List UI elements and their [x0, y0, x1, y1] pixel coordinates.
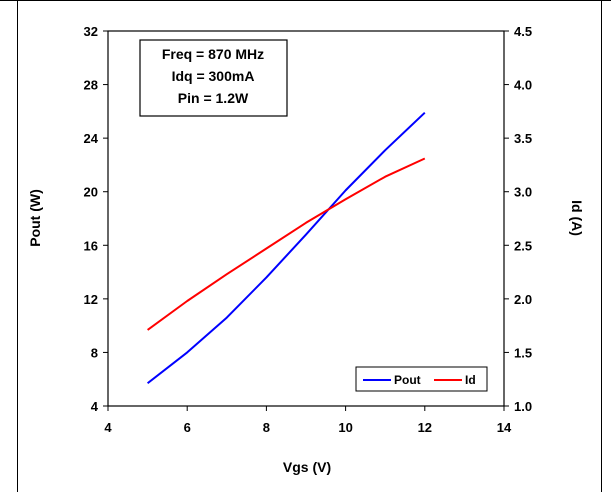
x-tick-label: 4 [104, 420, 112, 435]
frame-left-border [17, 1, 18, 492]
x-tick-label: 14 [497, 420, 512, 435]
legend: Pout Id [355, 366, 488, 392]
plot-frame [107, 30, 505, 407]
y2-tick-label: 4.5 [514, 24, 532, 39]
y-tick-label: 12 [84, 292, 98, 307]
y-tick-label: 32 [84, 24, 98, 39]
y-axis-ticks: 4 8 12 16 20 24 28 32 [84, 24, 108, 414]
y-tick-label: 24 [84, 131, 99, 146]
x-tick-label: 12 [418, 420, 432, 435]
y2-tick-label: 3.5 [514, 131, 532, 146]
annotation-frame [139, 39, 288, 117]
y2-tick-label: 1.5 [514, 345, 532, 360]
y2-tick-label: 3.0 [514, 185, 532, 200]
y-tick-label: 8 [91, 345, 98, 360]
frame-top-border [0, 0, 611, 1]
series-layer [146, 111, 426, 385]
x-axis-ticks: 4 6 8 10 12 14 [104, 406, 512, 435]
x-tick-label: 10 [338, 420, 352, 435]
x-tick-label: 6 [184, 420, 191, 435]
y2-axis-ticks: 1.0 1.5 2.0 2.5 3.0 3.5 4.0 4.5 [504, 24, 532, 414]
y-tick-label: 4 [91, 399, 99, 414]
y2-tick-label: 1.0 [514, 399, 532, 414]
legend-label-id: Id [465, 373, 476, 387]
annotation-box: Freq = 870 MHz Idq = 300mA Pin = 1.2W [139, 39, 288, 117]
legend-label-pout: Pout [394, 373, 421, 387]
y2-tick-label: 2.5 [514, 238, 532, 253]
series-line-id [147, 157, 426, 331]
annotation-line-freq: Freq = 870 MHz [162, 46, 264, 62]
y2-tick-label: 2.0 [514, 292, 532, 307]
plot-area [107, 30, 505, 407]
y2-tick-label: 4.0 [514, 78, 532, 93]
annotation-line-idq: Idq = 300mA [172, 68, 255, 84]
y-tick-label: 28 [84, 78, 98, 93]
y-tick-label: 20 [84, 185, 98, 200]
annotation-line-pin: Pin = 1.2W [178, 90, 249, 106]
y-axis-title: Pout (W) [27, 189, 43, 247]
x-tick-label: 8 [263, 420, 270, 435]
y2-axis-title: Id (A) [569, 200, 585, 236]
frame-right-border [601, 1, 602, 492]
series-line-pout [146, 111, 426, 385]
y-tick-label: 16 [84, 238, 98, 253]
x-axis-title: Vgs (V) [283, 459, 331, 475]
